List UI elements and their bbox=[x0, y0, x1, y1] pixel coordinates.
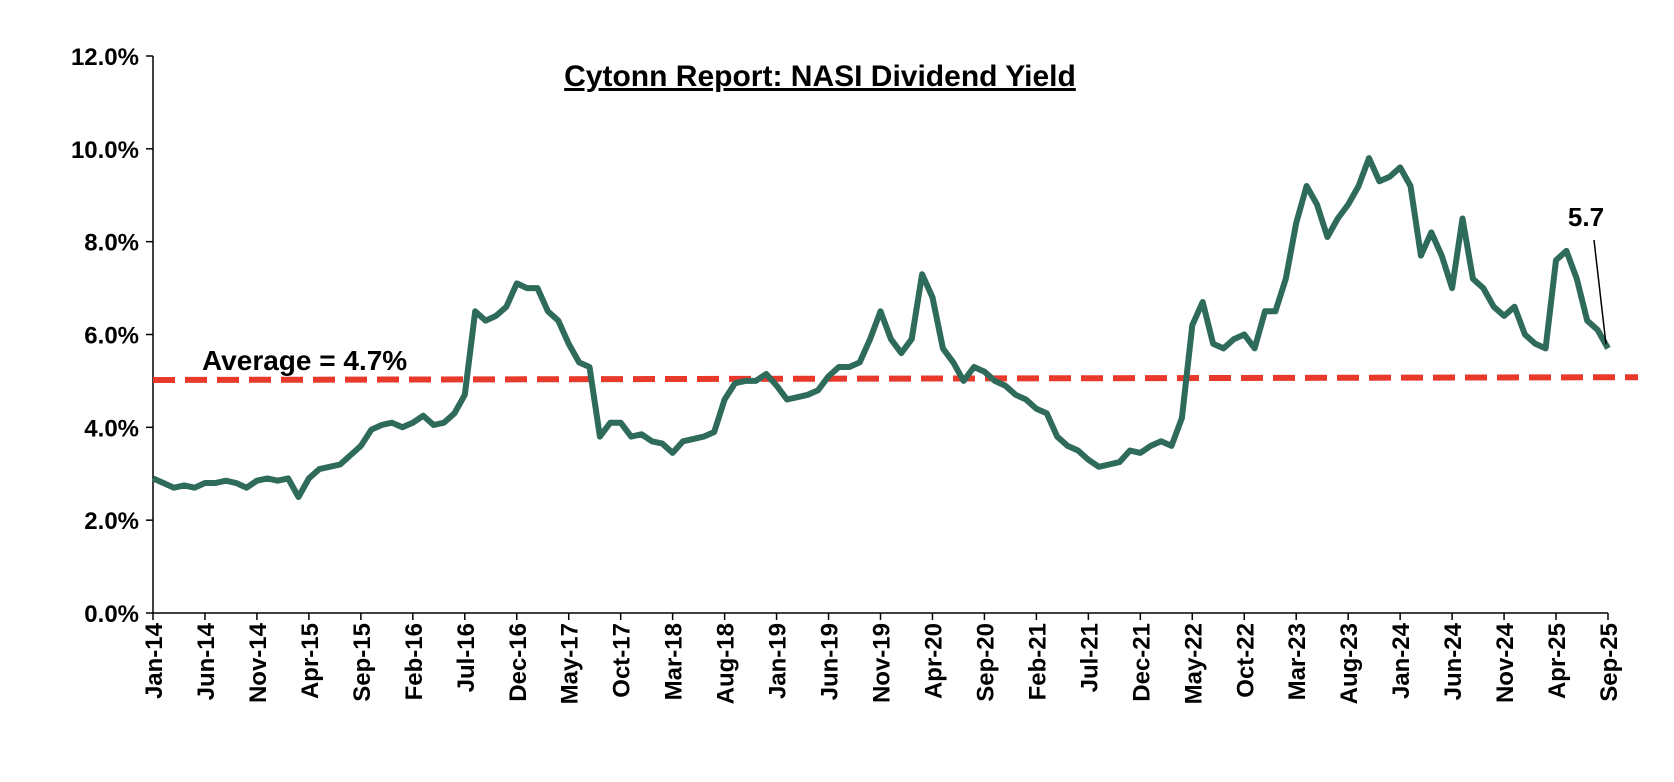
x-tick-label: Jul-16 bbox=[453, 623, 480, 692]
data-line bbox=[151, 155, 1611, 500]
y-tick-label: 0.0% bbox=[84, 601, 139, 628]
x-tick-label: Jul-21 bbox=[1076, 623, 1103, 692]
x-tick-label: Nov-14 bbox=[245, 622, 272, 703]
x-tick-label: Oct-17 bbox=[609, 623, 636, 698]
x-tick-label: Apr-15 bbox=[297, 623, 324, 699]
x-tick-label: May-22 bbox=[1180, 623, 1207, 704]
x-tick-label: Jun-19 bbox=[817, 623, 844, 700]
x-tick-label: Feb-21 bbox=[1024, 623, 1051, 700]
x-tick-label: Apr-20 bbox=[920, 623, 947, 699]
x-tick-label: Dec-21 bbox=[1128, 623, 1155, 702]
x-tick-label: Jun-24 bbox=[1440, 622, 1467, 700]
average-label: Average = 4.7% bbox=[202, 345, 407, 376]
x-tick-label: Sep-25 bbox=[1596, 623, 1623, 702]
x-tick-label: Jun-14 bbox=[193, 622, 220, 700]
x-tick-label: Mar-23 bbox=[1284, 623, 1311, 700]
x-tick-label: Aug-18 bbox=[713, 623, 740, 704]
x-tick-label: Mar-18 bbox=[661, 623, 688, 700]
y-tick-label: 10.0% bbox=[71, 137, 139, 164]
average-line bbox=[152, 374, 1639, 383]
x-tick-label: May-17 bbox=[557, 623, 584, 704]
x-tick-label: Aug-23 bbox=[1336, 623, 1363, 704]
x-tick-label: Apr-25 bbox=[1544, 623, 1571, 699]
x-tick-label: Nov-24 bbox=[1492, 622, 1519, 703]
y-tick-label: 12.0% bbox=[71, 44, 139, 71]
x-tick-label: Jan-24 bbox=[1388, 622, 1415, 699]
y-tick-label: 8.0% bbox=[84, 230, 139, 257]
y-tick-label: 4.0% bbox=[84, 415, 139, 442]
y-tick-label: 6.0% bbox=[84, 323, 139, 350]
x-tick-label: Jan-14 bbox=[141, 622, 168, 699]
x-tick-label: Sep-15 bbox=[349, 623, 376, 702]
x-tick-label: Sep-20 bbox=[972, 623, 999, 702]
x-tick-label: Dec-16 bbox=[505, 623, 532, 702]
x-tick-label: Jan-19 bbox=[765, 623, 792, 699]
chart-title: Cytonn Report: NASI Dividend Yield bbox=[564, 60, 1076, 93]
x-tick-label: Nov-19 bbox=[869, 623, 896, 703]
annotation-label: 5.7 bbox=[1568, 202, 1604, 232]
x-tick-label: Feb-16 bbox=[401, 623, 428, 700]
x-tick-label: Oct-22 bbox=[1232, 623, 1259, 698]
y-tick-label: 2.0% bbox=[84, 508, 139, 535]
annotation-pointer bbox=[1593, 239, 1607, 345]
